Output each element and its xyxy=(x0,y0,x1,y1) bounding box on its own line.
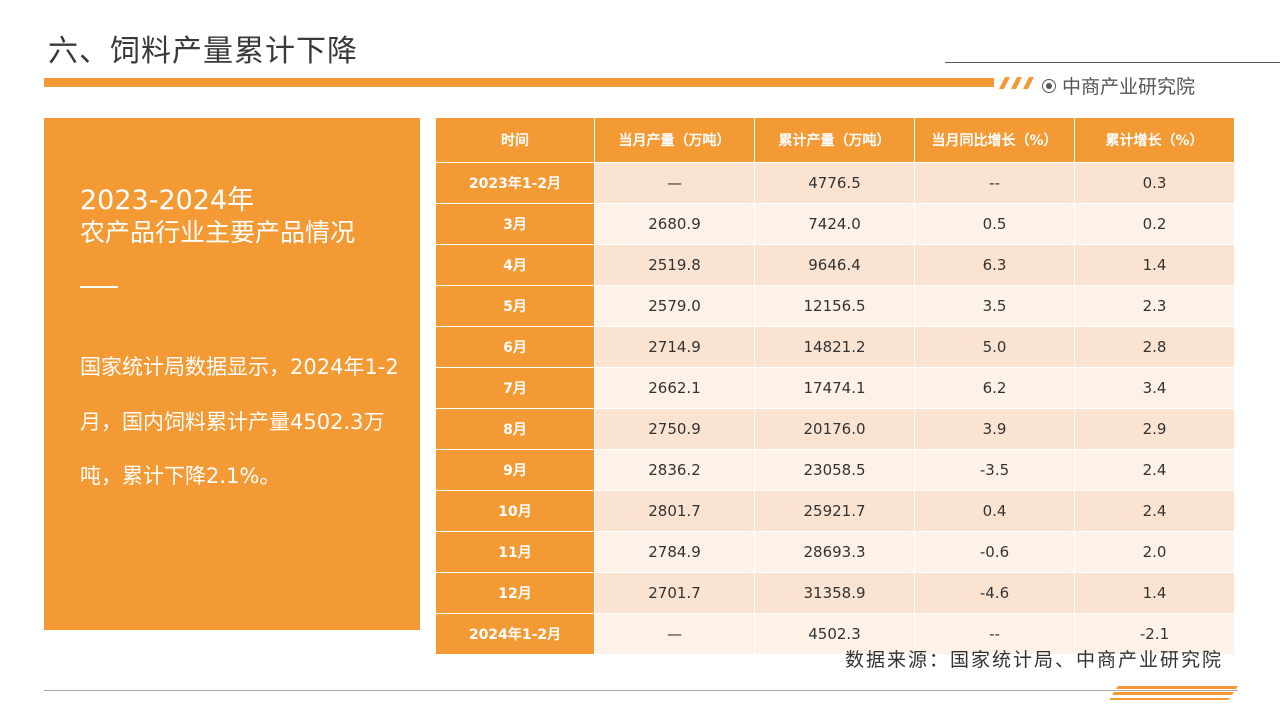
table-row: 6月 2714.9 14821.2 5.0 2.8 xyxy=(436,326,1235,367)
table-cell: 0.5 xyxy=(915,203,1075,244)
table-cell: 2.8 xyxy=(1075,326,1235,367)
table-cell: -0.6 xyxy=(915,531,1075,572)
table-cell: 1.4 xyxy=(1075,572,1235,613)
table-cell: 0.4 xyxy=(915,490,1075,531)
table-cell: -- xyxy=(915,613,1075,654)
table-cell: 2750.9 xyxy=(595,408,755,449)
row-label-cell: 5月 xyxy=(436,285,595,326)
table-cell: 7424.0 xyxy=(755,203,915,244)
table-cell: 4502.3 xyxy=(755,613,915,654)
table-cell: — xyxy=(595,613,755,654)
table-cell: -- xyxy=(915,162,1075,203)
row-label-cell: 11月 xyxy=(436,531,595,572)
decorative-slashes xyxy=(999,77,1034,89)
table-cell: 2519.8 xyxy=(595,244,755,285)
table-row: 2024年1-2月 —4502.3 -- -2.1 xyxy=(436,613,1235,654)
row-label-cell: 10月 xyxy=(436,490,595,531)
table-cell: 23058.5 xyxy=(755,449,915,490)
column-header: 时间 xyxy=(436,118,595,162)
table-cell: 5.0 xyxy=(915,326,1075,367)
table-row: 3月 2680.9 7424.0 0.5 0.2 xyxy=(436,203,1235,244)
table-cell: 2.3 xyxy=(1075,285,1235,326)
table-cell: 0.2 xyxy=(1075,203,1235,244)
table-cell: 2836.2 xyxy=(595,449,755,490)
table-cell: 28693.3 xyxy=(755,531,915,572)
table-cell: 3.5 xyxy=(915,285,1075,326)
bottom-rule xyxy=(44,690,1238,691)
row-label-cell: 2024年1-2月 xyxy=(436,613,595,654)
panel-subtitle: 农产品行业主要产品情况 xyxy=(80,218,356,247)
row-label-cell: 3月 xyxy=(436,203,595,244)
row-label-cell: 12月 xyxy=(436,572,595,613)
table-cell: 2.4 xyxy=(1075,490,1235,531)
brand-name: 中商产业研究院 xyxy=(1062,76,1196,98)
table-cell: 1.4 xyxy=(1075,244,1235,285)
table-row: 10月 2801.7 25921.7 0.4 2.4 xyxy=(436,490,1235,531)
decorative-stripes xyxy=(1110,686,1238,700)
table-cell: 9646.4 xyxy=(755,244,915,285)
table-cell: 17474.1 xyxy=(755,367,915,408)
row-label-cell: 4月 xyxy=(436,244,595,285)
brand-logo: 中商产业研究院 xyxy=(1042,72,1195,99)
table-cell: — xyxy=(595,162,755,203)
panel-divider xyxy=(80,286,118,288)
table-cell: 0.3 xyxy=(1075,162,1235,203)
table-row: 12月 2701.7 31358.9 -4.6 1.4 xyxy=(436,572,1235,613)
panel-description: 国家统计局数据显示，2024年1-2月，国内饲料累计产量4502.3万吨，累计下… xyxy=(80,355,399,489)
table-cell: 2579.0 xyxy=(595,285,755,326)
row-label-cell: 7月 xyxy=(436,367,595,408)
page-title: 六、饲料产量累计下降 xyxy=(48,34,358,69)
table-cell: 6.3 xyxy=(915,244,1075,285)
table-cell: 20176.0 xyxy=(755,408,915,449)
table-row: 9月 2836.2 23058.5 -3.5 2.4 xyxy=(436,449,1235,490)
table-cell: 14821.2 xyxy=(755,326,915,367)
row-label-cell: 8月 xyxy=(436,408,595,449)
table-cell: -4.6 xyxy=(915,572,1075,613)
table-cell: 2.9 xyxy=(1075,408,1235,449)
title-underline xyxy=(44,78,994,87)
table-row: 8月 2750.9 20176.0 3.9 2.9 xyxy=(436,408,1235,449)
summary-panel: 2023-2024年 农产品行业主要产品情况 国家统计局数据显示，2024年1-… xyxy=(44,118,420,630)
table-row: 2023年1-2月 —4776.5 -- 0.3 xyxy=(436,162,1235,203)
table-cell: 2662.1 xyxy=(595,367,755,408)
table-cell: 2.4 xyxy=(1075,449,1235,490)
table-cell: 6.2 xyxy=(915,367,1075,408)
table-cell: 2701.7 xyxy=(595,572,755,613)
data-source: 数据来源：国家统计局、中商产业研究院 xyxy=(845,649,1224,671)
column-header: 当月同比增长（%） xyxy=(915,118,1075,162)
table-row: 5月 2579.0 12156.5 3.5 2.3 xyxy=(436,285,1235,326)
table-cell: 4776.5 xyxy=(755,162,915,203)
column-header: 当月产量（万吨） xyxy=(595,118,755,162)
brand-circle-icon xyxy=(1042,78,1056,93)
table-cell: 31358.9 xyxy=(755,572,915,613)
column-header: 累计产量（万吨） xyxy=(755,118,915,162)
table-cell: 2784.9 xyxy=(595,531,755,572)
table-cell: 2801.7 xyxy=(595,490,755,531)
table-cell: 12156.5 xyxy=(755,285,915,326)
column-header: 累计增长（%） xyxy=(1075,118,1235,162)
row-label-cell: 6月 xyxy=(436,326,595,367)
feed-production-table: 时间 当月产量（万吨） 累计产量（万吨） 当月同比增长（%） 累计增长（%） 2… xyxy=(436,118,1235,654)
table-cell: 25921.7 xyxy=(755,490,915,531)
row-label-cell: 9月 xyxy=(436,449,595,490)
panel-year: 2023-2024年 xyxy=(80,185,255,216)
table-cell: 2714.9 xyxy=(595,326,755,367)
top-rule xyxy=(945,62,1280,63)
table-header-row: 时间 当月产量（万吨） 累计产量（万吨） 当月同比增长（%） 累计增长（%） xyxy=(436,118,1235,162)
table-row: 11月 2784.9 28693.3 -0.6 2.0 xyxy=(436,531,1235,572)
table-cell: 3.4 xyxy=(1075,367,1235,408)
table-row: 4月 2519.8 9646.4 6.3 1.4 xyxy=(436,244,1235,285)
table-cell: -3.5 xyxy=(915,449,1075,490)
table-cell: 3.9 xyxy=(915,408,1075,449)
row-label-cell: 2023年1-2月 xyxy=(436,162,595,203)
table-row: 7月 2662.1 17474.1 6.2 3.4 xyxy=(436,367,1235,408)
table-cell: 2.0 xyxy=(1075,531,1235,572)
table-cell: 2680.9 xyxy=(595,203,755,244)
table-cell: -2.1 xyxy=(1075,613,1235,654)
